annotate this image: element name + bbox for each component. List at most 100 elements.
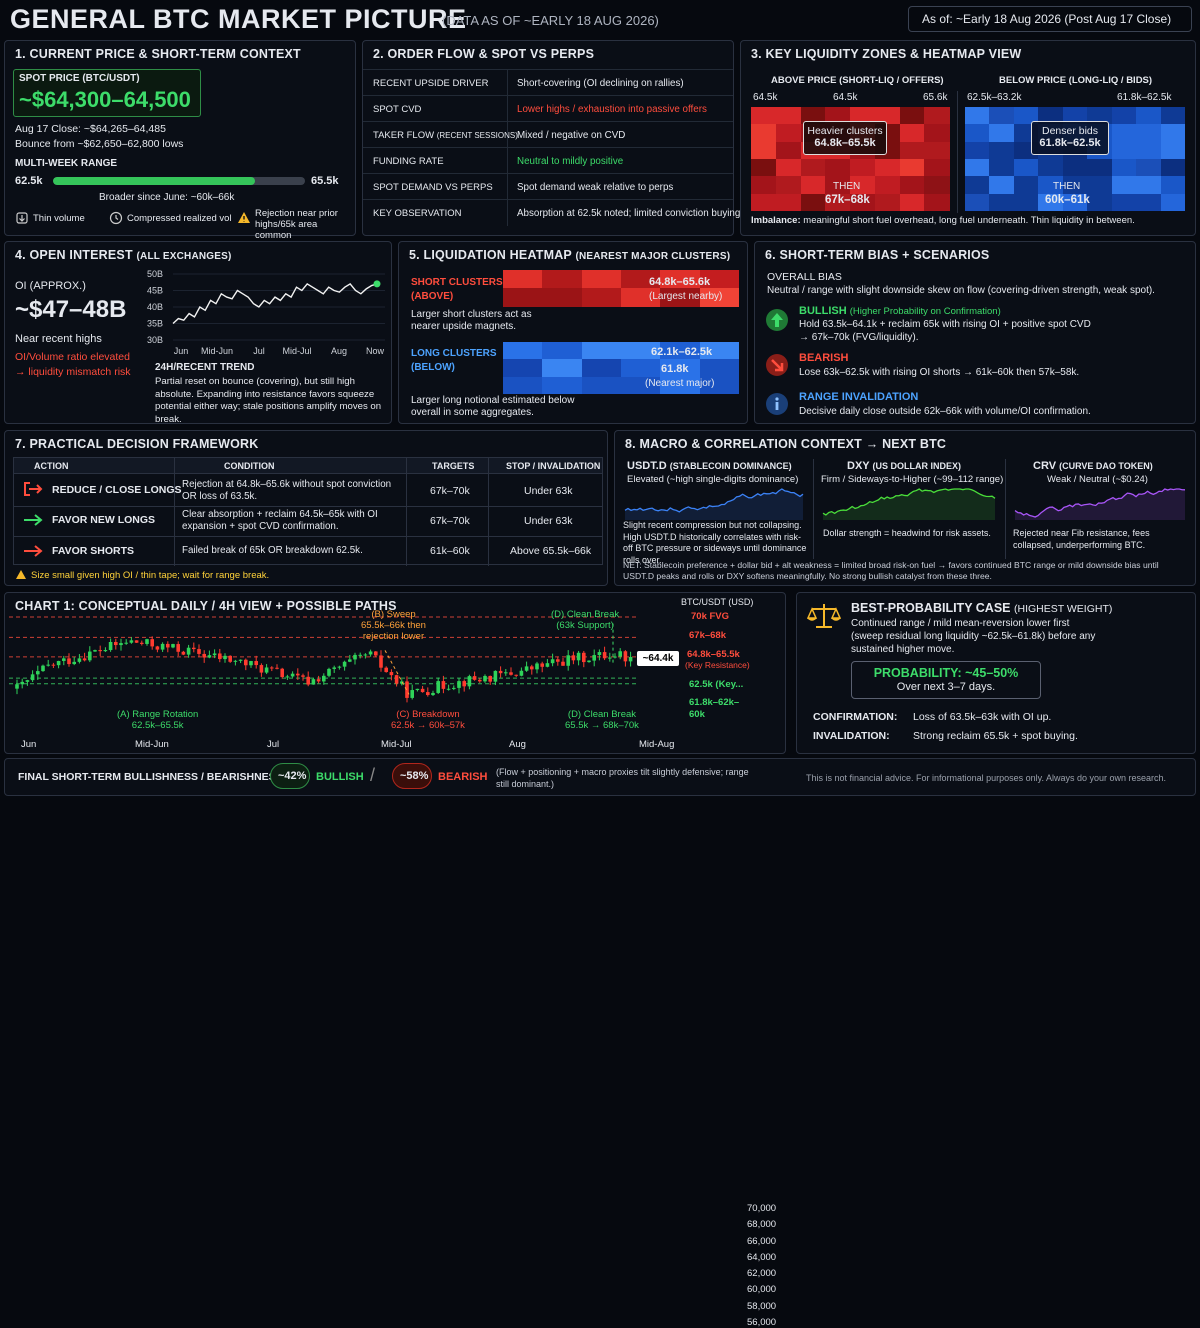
heat-cell bbox=[660, 288, 701, 307]
footer-bar bbox=[4, 758, 1196, 796]
panel-title: 5. LIQUIDATION HEATMAP (NEAREST MAJOR CL… bbox=[409, 248, 731, 262]
candle bbox=[519, 670, 524, 676]
x-tick: Aug bbox=[509, 739, 526, 750]
best-text: Continued range / mild mean-reversion lo… bbox=[851, 618, 1096, 655]
long-liq-heatmap bbox=[965, 107, 1186, 212]
heat-cell bbox=[965, 193, 990, 212]
stop-text: Under 63k bbox=[524, 485, 573, 497]
broader-range: Broader since June: ~60k–66k bbox=[99, 192, 235, 203]
warning-icon bbox=[15, 569, 27, 584]
y-tick: 66,000 bbox=[747, 1235, 777, 1247]
y-tick: 64,000 bbox=[747, 1251, 777, 1263]
heat-cell bbox=[503, 342, 543, 360]
heat-cell bbox=[899, 107, 925, 125]
heat-cell bbox=[751, 141, 777, 160]
candle bbox=[576, 652, 581, 661]
candle bbox=[623, 651, 628, 662]
path-line bbox=[384, 650, 410, 695]
up-arrow-icon bbox=[765, 308, 789, 335]
heat-cell bbox=[924, 124, 950, 143]
candle bbox=[36, 671, 40, 675]
candle bbox=[556, 659, 560, 662]
oi-chart: 50B 45B 40B 35B 30B Jun Mid-Jun Jul Mid-Jul Aug No… bbox=[147, 269, 385, 356]
below-tick: 62.5k–63.2k bbox=[967, 92, 1022, 103]
oi-ratio-warning-2: → liquidity mismatch risk bbox=[15, 366, 131, 378]
candle bbox=[82, 658, 87, 661]
candle bbox=[15, 684, 19, 689]
bear-label: BEARISH bbox=[438, 771, 488, 783]
candle bbox=[290, 673, 295, 677]
framework-table: ACTION CONDITION TARGETS STOP / INVALIDA… bbox=[13, 457, 603, 566]
candle bbox=[155, 646, 160, 650]
candle bbox=[452, 687, 456, 689]
heat-cell bbox=[989, 159, 1015, 177]
heat-cell bbox=[751, 107, 777, 125]
heat-cell bbox=[1111, 141, 1137, 160]
candle bbox=[296, 673, 300, 676]
y-tick: 50B bbox=[147, 269, 163, 279]
annotation-d-bottom: (D) Clean Break 65.5k → 68k–70k bbox=[565, 709, 639, 731]
panel-order-flow: 2. ORDER FLOW & SPOT VS PERPS RECENT UPS… bbox=[362, 40, 740, 236]
heat-cell bbox=[542, 359, 583, 378]
row-divider bbox=[14, 536, 602, 537]
x-tick: Aug bbox=[331, 346, 347, 356]
heat-cell bbox=[1136, 159, 1162, 177]
note-compressed-vol: Compressed realized vol bbox=[127, 213, 232, 224]
candle bbox=[88, 651, 92, 661]
candle bbox=[457, 681, 461, 688]
y-tick: 58,000 bbox=[747, 1300, 777, 1312]
candle bbox=[498, 670, 503, 674]
level-label-2: 60k bbox=[689, 709, 705, 720]
candle bbox=[322, 675, 326, 682]
usdtd-name: USDT.D (STABLECOIN DOMINANCE) bbox=[627, 460, 792, 472]
usdtd-sparkline bbox=[624, 488, 804, 520]
heat-cell bbox=[1136, 107, 1162, 125]
x-tick: Mid-Jun bbox=[201, 346, 233, 356]
heat-cell bbox=[1160, 176, 1186, 195]
above-label: ABOVE PRICE (SHORT-LIQ / OFFERS) bbox=[771, 75, 944, 86]
y-tick: 68,000 bbox=[747, 1219, 777, 1231]
candle bbox=[275, 667, 279, 669]
heat-cell bbox=[1111, 107, 1137, 125]
candle bbox=[358, 654, 362, 656]
heat-cell bbox=[1160, 107, 1186, 125]
heat-cell bbox=[965, 176, 990, 195]
candle bbox=[56, 660, 61, 666]
bear-pill bbox=[392, 763, 432, 789]
candle bbox=[186, 647, 191, 655]
heat-cell bbox=[581, 288, 622, 307]
candle bbox=[540, 663, 544, 667]
page-subtitle: (DATA AS OF ~EARLY 18 AUG 2026) bbox=[442, 13, 659, 28]
candle bbox=[114, 641, 118, 646]
heat-cell bbox=[751, 176, 777, 195]
heat-cell bbox=[1038, 107, 1064, 125]
candle bbox=[301, 675, 305, 677]
heat-cell bbox=[503, 376, 543, 395]
targets-text: 67k–70k bbox=[430, 485, 470, 497]
action-label: REDUCE / CLOSE LONGS bbox=[52, 484, 182, 496]
candle bbox=[176, 644, 180, 652]
panel-title: 1. CURRENT PRICE & SHORT-TERM CONTEXT bbox=[15, 47, 301, 61]
candle bbox=[306, 676, 310, 685]
divider bbox=[957, 91, 958, 213]
x-tick: Jun bbox=[174, 346, 189, 356]
candle bbox=[327, 668, 331, 676]
candle bbox=[119, 643, 123, 646]
heat-cell bbox=[924, 159, 950, 177]
heat-cell bbox=[581, 359, 622, 378]
volume-icon bbox=[15, 211, 29, 228]
long-clusters-text: Larger long notional estimated below ove… bbox=[411, 395, 575, 418]
panel-decision-framework: 7. PRACTICAL DECISION FRAMEWORK ACTION C… bbox=[4, 430, 608, 586]
annotation-a: (A) Range Rotation 62.5k–65.5k bbox=[117, 709, 199, 731]
candle bbox=[415, 688, 420, 691]
short-clusters-text: Larger short clusters act as nearer upsi… bbox=[411, 309, 532, 332]
heat-cell bbox=[989, 176, 1015, 195]
candle bbox=[420, 688, 425, 693]
heat-cell bbox=[751, 124, 777, 143]
bear-pct: ~58% bbox=[400, 770, 429, 782]
heat-cell bbox=[899, 141, 925, 160]
x-tick: Mid-Jun bbox=[135, 739, 169, 750]
heat-cell bbox=[1062, 176, 1088, 195]
stop-text: Under 63k bbox=[524, 515, 573, 527]
usdtd-status: Elevated (~high single-digits dominance) bbox=[627, 474, 799, 485]
